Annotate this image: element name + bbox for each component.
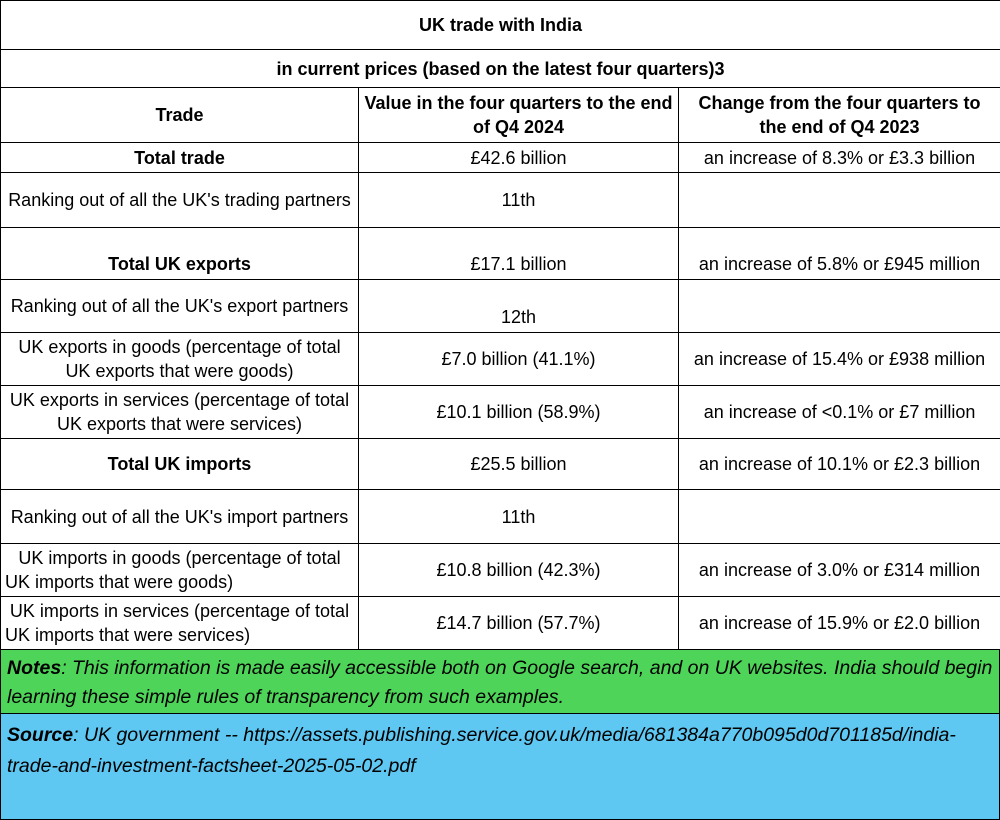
table-row: UK imports in services (percentage of to… <box>1 597 1000 650</box>
page-subtitle: in current prices (based on the latest f… <box>1 50 1000 88</box>
notes-text: : This information is made easily access… <box>7 657 992 708</box>
table-row: UK exports in goods (percentage of total… <box>1 333 1000 386</box>
table-row: Total trade £42.6 billion an increase of… <box>1 143 1000 173</box>
table-row: UK imports in goods (percentage of total… <box>1 544 1000 597</box>
row-label: UK exports in goods (percentage of total… <box>1 333 359 386</box>
row-change <box>679 280 1000 333</box>
table-row: Total UK exports £17.1 billion an increa… <box>1 228 1000 280</box>
row-change <box>679 490 1000 544</box>
source-box: Source: UK government -- https://assets.… <box>0 714 1000 820</box>
notes-box: Notes: This information is made easily a… <box>0 650 1000 714</box>
title-row: UK trade with India <box>1 1 1000 50</box>
row-label: Ranking out of all the UK's import partn… <box>1 490 359 544</box>
row-value: £7.0 billion (41.1%) <box>359 333 679 386</box>
source-text: : UK government -- https://assets.publis… <box>7 724 956 777</box>
page-title: UK trade with India <box>1 1 1000 50</box>
row-change: an increase of 3.0% or £314 million <box>679 544 1000 597</box>
source-label: Source <box>7 724 73 746</box>
table-row: Ranking out of all the UK's import partn… <box>1 490 1000 544</box>
row-value: 12th <box>359 280 679 333</box>
row-label: UK imports in goods (percentage of total… <box>1 544 359 597</box>
row-change: an increase of 5.8% or £945 million <box>679 228 1000 280</box>
table-row: Ranking out of all the UK's trading part… <box>1 173 1000 228</box>
row-label: UK imports in services (percentage of to… <box>1 597 359 650</box>
row-value: £14.7 billion (57.7%) <box>359 597 679 650</box>
row-value: £10.1 billion (58.9%) <box>359 386 679 439</box>
subtitle-row: in current prices (based on the latest f… <box>1 50 1000 88</box>
trade-table: UK trade with India in current prices (b… <box>0 0 1000 650</box>
notes-label: Notes <box>7 657 61 679</box>
column-header-change: Change from the four quarters to the end… <box>679 88 1000 143</box>
row-label: Total UK exports <box>1 228 359 280</box>
column-header-trade: Trade <box>1 88 359 143</box>
row-label: Total UK imports <box>1 439 359 490</box>
row-value: 11th <box>359 490 679 544</box>
row-label: Total trade <box>1 143 359 173</box>
row-value: £17.1 billion <box>359 228 679 280</box>
row-value: £10.8 billion (42.3%) <box>359 544 679 597</box>
table-row: Total UK imports £25.5 billion an increa… <box>1 439 1000 490</box>
table-row: UK exports in services (percentage of to… <box>1 386 1000 439</box>
row-value: 11th <box>359 173 679 228</box>
row-change: an increase of 15.9% or £2.0 billion <box>679 597 1000 650</box>
row-label: Ranking out of all the UK's export partn… <box>1 280 359 333</box>
row-label: Ranking out of all the UK's trading part… <box>1 173 359 228</box>
column-header-value: Value in the four quarters to the end of… <box>359 88 679 143</box>
row-change <box>679 173 1000 228</box>
row-change: an increase of 15.4% or £938 million <box>679 333 1000 386</box>
row-change: an increase of 8.3% or £3.3 billion <box>679 143 1000 173</box>
table-row: Ranking out of all the UK's export partn… <box>1 280 1000 333</box>
row-label: UK exports in services (percentage of to… <box>1 386 359 439</box>
header-row: Trade Value in the four quarters to the … <box>1 88 1000 143</box>
row-change: an increase of <0.1% or £7 million <box>679 386 1000 439</box>
row-value: £42.6 billion <box>359 143 679 173</box>
row-value: £25.5 billion <box>359 439 679 490</box>
row-change: an increase of 10.1% or £2.3 billion <box>679 439 1000 490</box>
